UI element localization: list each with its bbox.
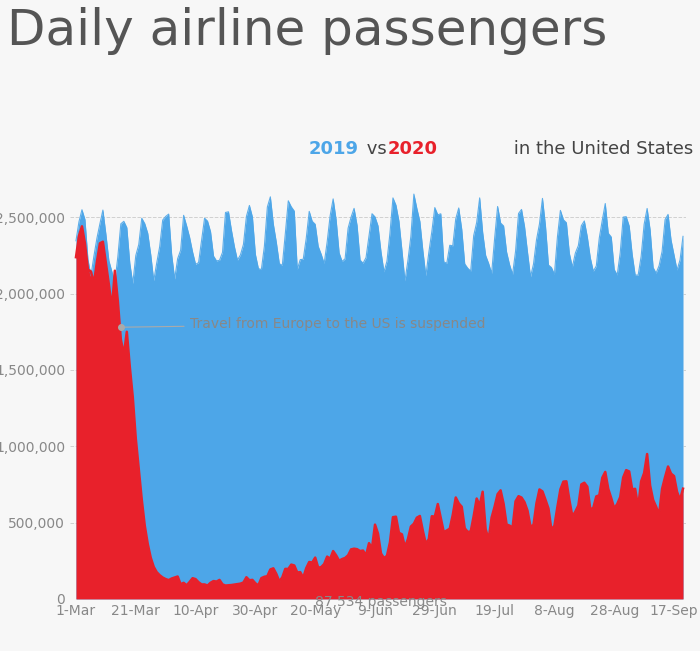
Text: vs: vs — [360, 140, 392, 158]
Text: 87,534 passengers: 87,534 passengers — [315, 595, 447, 609]
Text: in the United States: in the United States — [508, 140, 693, 158]
Text: 2019: 2019 — [309, 140, 358, 158]
Text: 2020: 2020 — [388, 140, 438, 158]
Text: Daily airline passengers: Daily airline passengers — [7, 7, 608, 55]
Text: Travel from Europe to the US is suspended: Travel from Europe to the US is suspende… — [124, 317, 485, 331]
